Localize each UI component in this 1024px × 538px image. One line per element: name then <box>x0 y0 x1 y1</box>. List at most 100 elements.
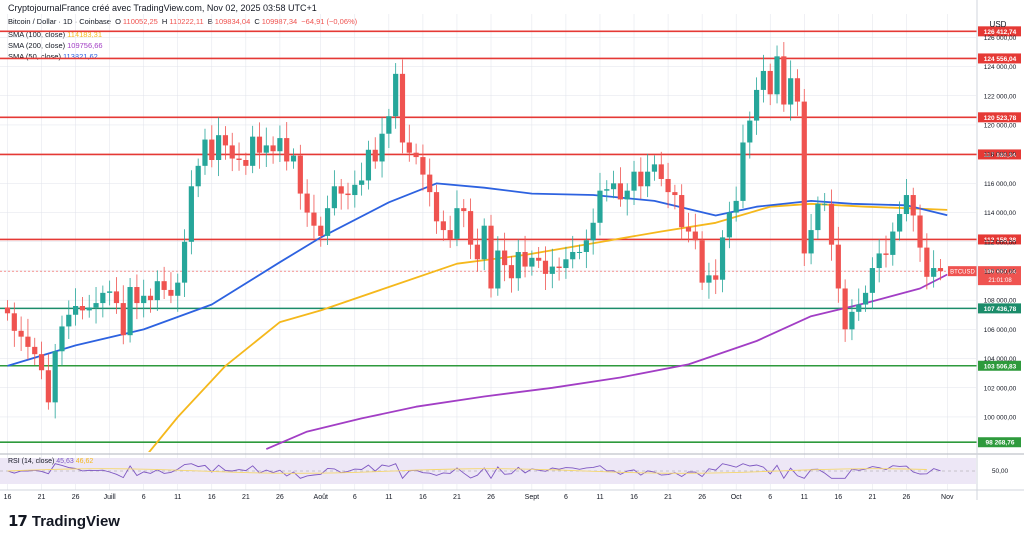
candle-body <box>624 190 630 200</box>
candle-body <box>45 370 51 403</box>
level-tag <box>978 360 1021 371</box>
y-tick-label: 126 000,00 <box>984 35 1017 42</box>
candle-body <box>66 314 72 327</box>
candle-body <box>692 231 698 241</box>
y-tick-label: 118 000,00 <box>984 152 1016 159</box>
x-tick-label: 26 <box>903 494 911 501</box>
symbol-title[interactable]: Bitcoin / Dollar · 1D · Coinbase <box>8 17 111 26</box>
x-tick-label: 11 <box>801 494 808 501</box>
candle-body <box>924 247 930 277</box>
x-tick-label: 26 <box>276 494 284 501</box>
candle-body <box>181 241 188 283</box>
candle-body <box>617 183 623 200</box>
x-tick-label: 16 <box>4 494 12 501</box>
candle-body <box>100 292 106 304</box>
candle-body <box>324 208 331 236</box>
candle-body <box>141 295 147 304</box>
candle-body <box>229 145 235 159</box>
tradingview-logo-icon: 17 <box>8 512 28 530</box>
candle-body <box>304 193 310 213</box>
candle-body <box>372 149 378 162</box>
y-tick-label: 122 000,00 <box>984 93 1017 100</box>
rsi-value: 45,63 <box>56 458 75 465</box>
level-label: 112 158,38 <box>984 237 1017 244</box>
candle-body <box>699 240 705 283</box>
candle-body <box>502 250 508 266</box>
candle-body <box>726 212 732 238</box>
candle-body <box>760 70 767 90</box>
candle-body <box>658 164 664 179</box>
sma50-legend[interactable]: SMA (50, close) 113821,62 <box>8 52 100 61</box>
candle-body <box>79 306 86 311</box>
candle-body <box>86 307 92 311</box>
candle-body <box>610 183 617 190</box>
candle-body <box>515 251 521 279</box>
level-label: 107 436,78 <box>984 306 1017 313</box>
sma200-value: 109756,66 <box>67 41 103 50</box>
x-tick-label: 6 <box>142 494 146 501</box>
candle-body <box>243 160 249 166</box>
y-tick-label: 108 000,00 <box>984 298 1017 305</box>
candle-body <box>645 171 651 187</box>
candle-body <box>454 208 460 239</box>
y-tick-label: 106 000,00 <box>984 327 1017 334</box>
candle-body <box>406 142 412 153</box>
x-tick-label: Juill <box>104 494 117 501</box>
candle-body <box>883 253 889 255</box>
candle-body <box>747 120 753 143</box>
candle-body <box>120 303 126 336</box>
candles <box>4 42 944 419</box>
sma100-line <box>148 202 948 452</box>
candle-body <box>38 354 45 371</box>
candle-body <box>195 165 201 187</box>
x-tick-label: Sept <box>525 494 539 501</box>
x-tick-label: 11 <box>174 494 181 501</box>
candle-body <box>713 275 719 280</box>
candle-body <box>604 189 610 191</box>
candle-body <box>815 203 821 231</box>
candle-body <box>890 231 896 255</box>
candle-body <box>59 326 65 352</box>
last-price-countdown: 21:01:08 <box>988 278 1012 284</box>
candle-body <box>563 259 569 269</box>
candle-body <box>849 311 855 330</box>
currency-label: USD <box>990 20 1007 29</box>
candle-body <box>631 171 637 191</box>
candle-body <box>781 56 787 105</box>
candle-body <box>754 89 760 121</box>
rsi-level-label: 50,00 <box>992 468 1009 475</box>
candle-body <box>222 135 229 146</box>
tradingview-logo-text: TradingView <box>31 512 120 530</box>
candle-body <box>73 306 79 315</box>
candle-body <box>399 73 406 143</box>
candle-body <box>910 195 916 216</box>
candle-body <box>542 260 549 274</box>
x-tick-label: 6 <box>564 494 568 501</box>
tradingview-logo[interactable]: 17 TradingView <box>8 512 120 530</box>
y-tick-label: 112 000,00 <box>984 239 1016 246</box>
candle-body <box>685 227 692 232</box>
level-tag <box>978 26 1021 37</box>
candle-body <box>549 266 555 274</box>
ohlc-l-label: B <box>207 17 213 26</box>
candle-body <box>113 291 120 304</box>
candle-body <box>311 212 317 226</box>
rsi-label: RSI (14, close) 45,63 46,62 <box>8 458 93 465</box>
y-tick-label: 104 000,00 <box>984 356 1017 363</box>
candle-body <box>788 78 794 105</box>
y-tick-label: 120 000,00 <box>984 122 1017 129</box>
sma200-legend[interactable]: SMA (200, close) 109756,66 <box>8 41 105 50</box>
sma100-legend[interactable]: SMA (100, close) 114183,31 <box>8 30 104 39</box>
chart-credit: CryptojournalFrance créé avec TradingVie… <box>8 3 317 13</box>
x-tick-label: 6 <box>768 494 772 501</box>
candle-body <box>25 336 31 347</box>
sma100-label: SMA (100, close) <box>8 30 66 39</box>
candle-body <box>290 155 297 162</box>
candle-body <box>570 251 576 260</box>
candle-body <box>522 251 528 267</box>
rsi-line <box>7 463 941 480</box>
level-label: 117 980,94 <box>984 152 1017 159</box>
candle-body <box>869 268 875 293</box>
symbol-legend: Bitcoin / Dollar · 1D · Coinbase O 110052… <box>8 17 359 26</box>
